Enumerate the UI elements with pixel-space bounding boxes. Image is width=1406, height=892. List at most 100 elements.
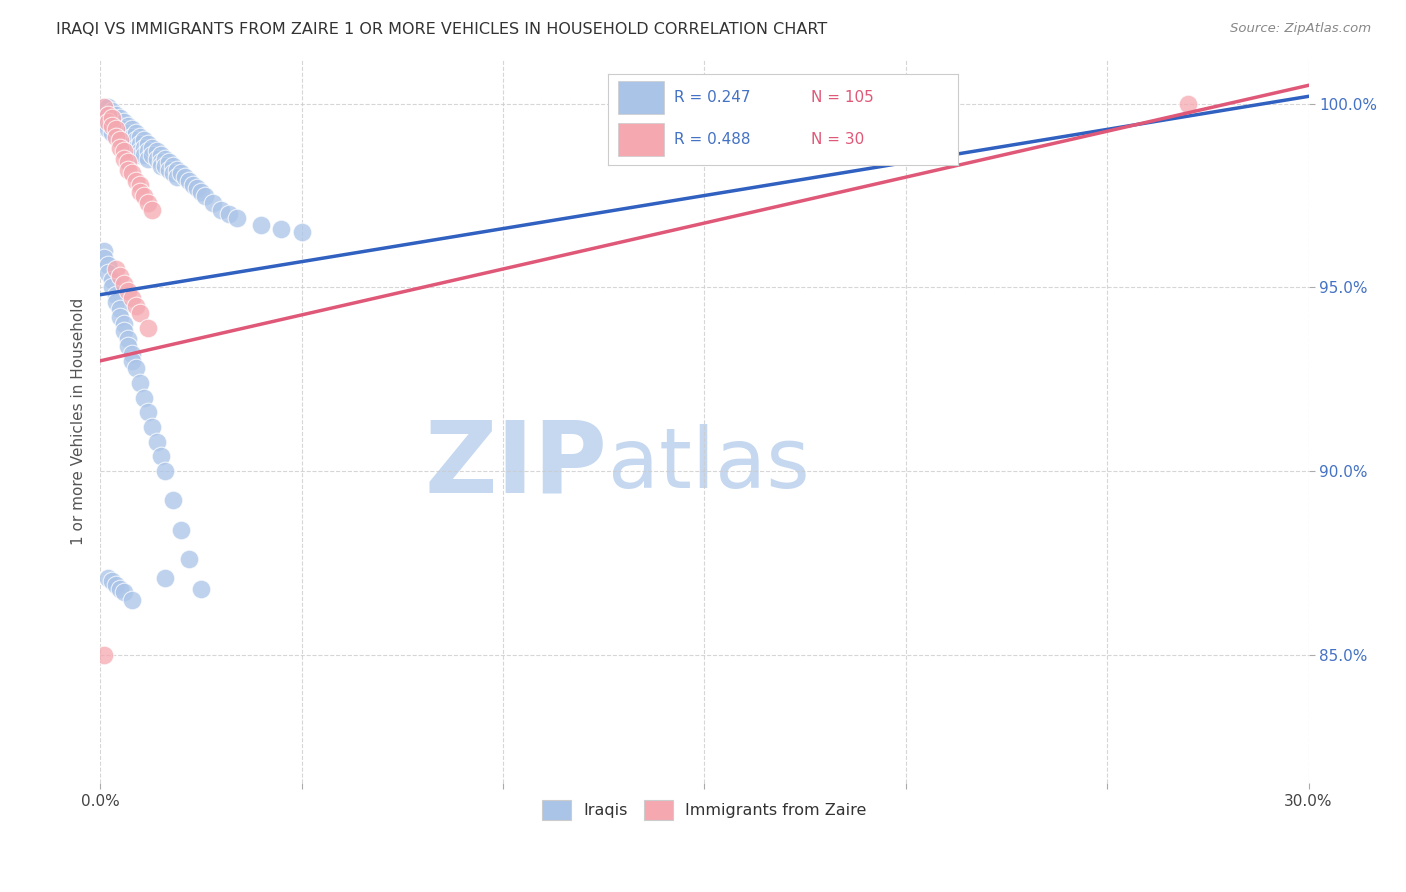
Point — [162, 167, 184, 181]
Point — [149, 159, 172, 173]
Point — [112, 585, 135, 599]
Point — [125, 141, 148, 155]
Point — [186, 181, 208, 195]
Point — [141, 148, 163, 162]
Point — [129, 376, 152, 390]
Point — [173, 170, 195, 185]
Point — [209, 203, 232, 218]
Point — [129, 145, 152, 159]
Point — [117, 162, 139, 177]
Point — [129, 129, 152, 144]
Point — [153, 464, 176, 478]
Point — [121, 592, 143, 607]
Point — [112, 115, 135, 129]
Point — [166, 162, 188, 177]
Point — [141, 203, 163, 218]
Point — [97, 108, 120, 122]
Point — [162, 493, 184, 508]
Point — [117, 141, 139, 155]
Point — [157, 162, 180, 177]
Point — [110, 119, 132, 133]
Point — [97, 266, 120, 280]
Point — [105, 262, 128, 277]
Point — [141, 141, 163, 155]
Point — [125, 133, 148, 147]
Point — [110, 269, 132, 284]
Point — [125, 361, 148, 376]
Point — [134, 133, 156, 147]
Point — [177, 552, 200, 566]
Point — [93, 100, 115, 114]
Legend: Iraqis, Immigrants from Zaire: Iraqis, Immigrants from Zaire — [536, 794, 873, 826]
Point — [110, 302, 132, 317]
Point — [93, 115, 115, 129]
Point — [166, 170, 188, 185]
Point — [101, 103, 124, 118]
Point — [101, 112, 124, 126]
Point — [105, 115, 128, 129]
Point — [121, 354, 143, 368]
Point — [105, 122, 128, 136]
Point — [97, 115, 120, 129]
Text: atlas: atlas — [607, 425, 810, 506]
Point — [170, 523, 193, 537]
Point — [129, 306, 152, 320]
Point — [105, 287, 128, 301]
Point — [218, 207, 240, 221]
Point — [270, 221, 292, 235]
Text: Source: ZipAtlas.com: Source: ZipAtlas.com — [1230, 22, 1371, 36]
Point — [190, 582, 212, 596]
Point — [121, 137, 143, 152]
Point — [138, 145, 160, 159]
Point — [134, 148, 156, 162]
Point — [149, 148, 172, 162]
Point — [145, 434, 167, 449]
Point — [112, 325, 135, 339]
Point — [125, 126, 148, 140]
Point — [110, 141, 132, 155]
Point — [97, 258, 120, 272]
Point — [110, 582, 132, 596]
Point — [125, 299, 148, 313]
Point — [97, 108, 120, 122]
Point — [93, 251, 115, 265]
Point — [112, 122, 135, 136]
Point — [117, 126, 139, 140]
Point — [105, 129, 128, 144]
Text: ZIP: ZIP — [425, 417, 607, 514]
Point — [290, 225, 312, 239]
Point — [97, 115, 120, 129]
Point — [145, 152, 167, 166]
Point — [138, 195, 160, 210]
Point — [101, 119, 124, 133]
Point — [121, 122, 143, 136]
Point — [105, 295, 128, 310]
Point — [201, 195, 224, 210]
Point — [1177, 96, 1199, 111]
Point — [129, 137, 152, 152]
Point — [117, 155, 139, 169]
Point — [153, 571, 176, 585]
Point — [117, 332, 139, 346]
Point — [112, 277, 135, 291]
Point — [149, 155, 172, 169]
Point — [121, 129, 143, 144]
Point — [226, 211, 249, 225]
Point — [129, 178, 152, 192]
Point — [110, 126, 132, 140]
Point — [117, 284, 139, 298]
Point — [101, 126, 124, 140]
Point — [129, 185, 152, 199]
Point — [162, 159, 184, 173]
Point — [117, 119, 139, 133]
Point — [129, 148, 152, 162]
Point — [177, 174, 200, 188]
Point — [112, 133, 135, 147]
Point — [110, 112, 132, 126]
Point — [149, 450, 172, 464]
Point — [101, 280, 124, 294]
Point — [190, 185, 212, 199]
Point — [101, 112, 124, 126]
Point — [93, 100, 115, 114]
Point — [145, 145, 167, 159]
